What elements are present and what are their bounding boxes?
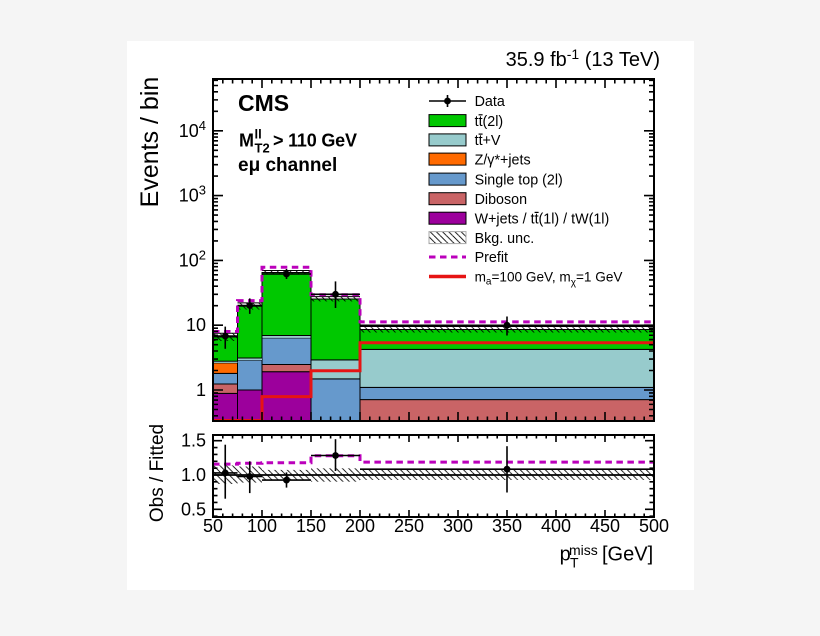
svg-text:tt(2l): tt(2l) bbox=[475, 114, 504, 130]
svg-text:10: 10 bbox=[186, 315, 206, 335]
svg-text:T: T bbox=[570, 555, 579, 571]
svg-text:450: 450 bbox=[590, 516, 620, 536]
svg-text:Events / bin: Events / bin bbox=[136, 77, 164, 208]
svg-text:1: 1 bbox=[196, 380, 206, 400]
svg-text:miss: miss bbox=[569, 542, 598, 558]
svg-text:300: 300 bbox=[443, 516, 473, 536]
svg-text:T2: T2 bbox=[255, 141, 270, 156]
svg-text:350: 350 bbox=[492, 516, 522, 536]
svg-text:500: 500 bbox=[639, 516, 669, 536]
svg-text:W+jets / tt(1l) / tW(1l): W+jets / tt(1l) / tW(1l) bbox=[475, 211, 610, 227]
svg-text:p: p bbox=[560, 544, 571, 566]
svg-text:Data: Data bbox=[475, 94, 505, 110]
svg-text:M: M bbox=[239, 131, 254, 151]
svg-text:ma=100 GeV, mχ=1 GeV: ma=100 GeV, mχ=1 GeV bbox=[475, 269, 623, 288]
svg-text:Bkg. unc.: Bkg. unc. bbox=[475, 231, 535, 247]
svg-text:tt+V: tt+V bbox=[475, 133, 501, 149]
svg-text:CMS: CMS bbox=[238, 90, 289, 116]
svg-text:1.0: 1.0 bbox=[181, 465, 206, 485]
svg-text:0.5: 0.5 bbox=[181, 499, 206, 519]
svg-text:35.9 fb-1 (13 TeV): 35.9 fb-1 (13 TeV) bbox=[506, 46, 660, 71]
svg-text:250: 250 bbox=[394, 516, 424, 536]
svg-text:[GeV]: [GeV] bbox=[602, 544, 653, 566]
svg-text:Single top (2l): Single top (2l) bbox=[475, 172, 563, 188]
svg-text:eμ channel: eμ channel bbox=[238, 155, 337, 176]
svg-text:ll: ll bbox=[255, 127, 262, 142]
svg-text:400: 400 bbox=[541, 516, 571, 536]
svg-text:200: 200 bbox=[345, 516, 375, 536]
svg-text:50: 50 bbox=[203, 516, 223, 536]
svg-text:Z/γ*+jets: Z/γ*+jets bbox=[475, 152, 531, 168]
svg-text:150: 150 bbox=[296, 516, 326, 536]
svg-text:1.5: 1.5 bbox=[181, 431, 206, 451]
svg-text:Diboson: Diboson bbox=[475, 192, 528, 208]
svg-text:Obs / Fitted: Obs / Fitted bbox=[147, 424, 168, 522]
svg-text:Prefit: Prefit bbox=[475, 250, 508, 266]
svg-text:100: 100 bbox=[247, 516, 277, 536]
svg-text:> 110 GeV: > 110 GeV bbox=[273, 131, 357, 151]
